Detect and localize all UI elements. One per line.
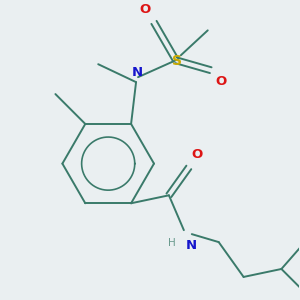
Text: H: H xyxy=(168,238,176,248)
Text: O: O xyxy=(140,3,151,16)
Text: N: N xyxy=(186,239,197,252)
Text: S: S xyxy=(172,54,182,68)
Text: O: O xyxy=(216,75,227,88)
Text: N: N xyxy=(131,66,142,79)
Text: O: O xyxy=(192,148,203,161)
